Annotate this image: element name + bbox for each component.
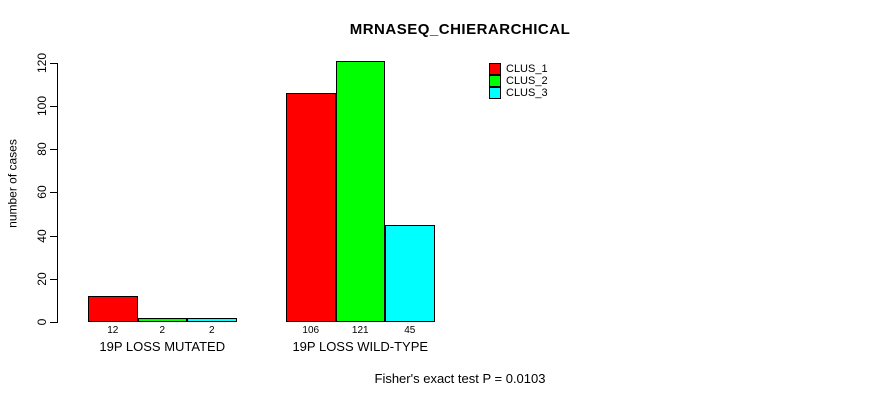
y-tick (50, 278, 57, 280)
y-axis-line (57, 62, 58, 323)
bar-CLUS_2 (137, 317, 187, 322)
bar-value-label: 2 (159, 325, 166, 336)
legend-item: CLUS_3 (489, 87, 548, 99)
y-tick-label: 120 (35, 52, 49, 73)
legend-swatch-CLUS_1 (489, 63, 501, 75)
y-axis-label: number of cases (5, 139, 20, 228)
y-tick (50, 62, 57, 64)
legend-label: CLUS_1 (506, 63, 548, 75)
y-tick-label: 0 (35, 318, 49, 326)
legend-label: CLUS_3 (506, 87, 548, 99)
legend-swatch-CLUS_3 (489, 87, 501, 99)
y-tick-label: 100 (35, 95, 49, 117)
bar-CLUS_1 (286, 93, 336, 322)
legend-swatch-CLUS_2 (489, 75, 501, 87)
chart-title: MRNASEQ_CHIERARCHICAL (349, 21, 571, 38)
bar-value-label: 106 (302, 325, 320, 336)
y-tick (50, 106, 57, 107)
y-tick-label: 40 (35, 228, 49, 243)
category-label: 19P LOSS MUTATED (99, 339, 226, 354)
legend-item: CLUS_2 (489, 75, 548, 87)
category-label: 19P LOSS WILD-TYPE (292, 339, 429, 354)
y-tick (50, 192, 57, 194)
y-tick-label: 20 (35, 272, 49, 286)
bar-value-label: 2 (208, 325, 215, 336)
legend-label: CLUS_2 (506, 75, 548, 87)
bar-value-label: 121 (351, 325, 369, 336)
annotation-text: Fisher's exact test P = 0.0103 (374, 371, 546, 386)
y-tick (50, 149, 57, 151)
y-tick-label: 60 (35, 185, 49, 200)
bar-value-label: 45 (404, 325, 416, 336)
y-tick (50, 322, 57, 323)
bar-CLUS_1 (88, 296, 138, 322)
bar-CLUS_3 (187, 317, 237, 322)
legend: CLUS_1 CLUS_2 CLUS_3 (489, 63, 548, 99)
y-tick-label: 80 (35, 142, 49, 156)
bar-CLUS_2 (335, 60, 385, 322)
legend-item: CLUS_1 (489, 63, 548, 75)
y-tick (50, 235, 57, 237)
bar-CLUS_3 (385, 224, 435, 322)
bar-value-label: 12 (107, 325, 119, 336)
